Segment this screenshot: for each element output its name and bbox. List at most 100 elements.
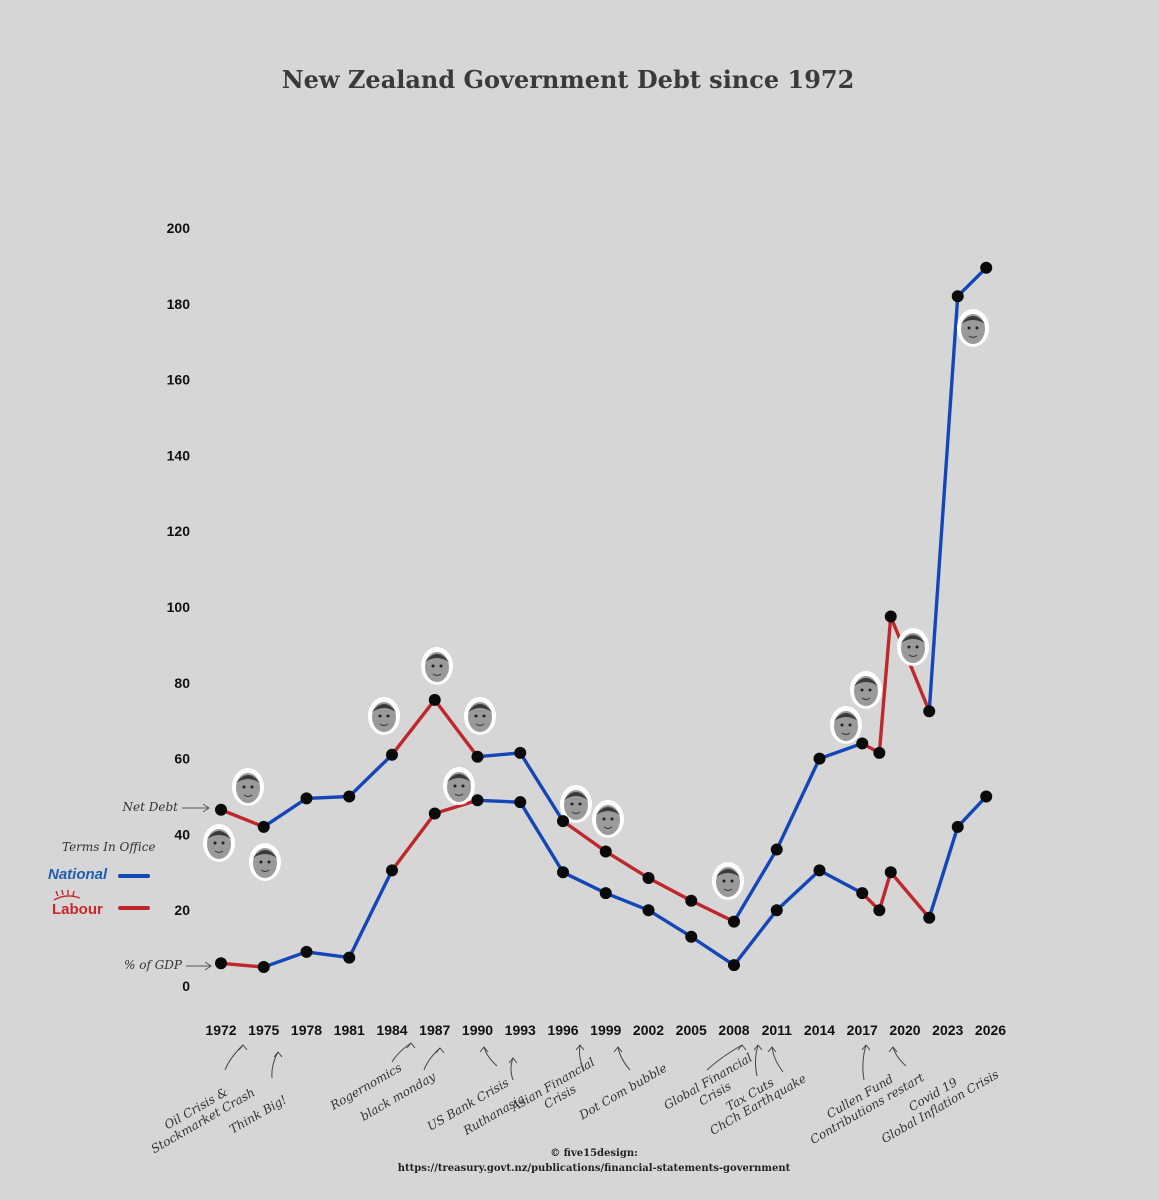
y-tick-label: 140 (167, 447, 191, 463)
series-gdp-point (642, 904, 655, 917)
y-axis: 0 20 40 60 80 100 120 140 160 180 200 (167, 220, 191, 994)
portrait-face (372, 702, 396, 732)
series-net-debt-segment (304, 794, 351, 801)
gdp-label: % of GDP (124, 958, 183, 972)
pm-portrait (850, 671, 882, 709)
series-net-debt-point (951, 290, 964, 303)
series-gdp-segment (817, 868, 864, 895)
portrait-hair (854, 678, 878, 686)
portrait-eye (868, 688, 872, 692)
series-net-debt-segment (775, 756, 822, 852)
legend-title: Terms In Office (62, 840, 156, 854)
portrait-eye (840, 723, 844, 727)
annotation-arrowhead (753, 1044, 763, 1051)
portrait-hair (961, 316, 985, 324)
series-lines (219, 266, 988, 969)
series-net-debt-segment (689, 899, 736, 924)
x-tick-label: 2017 (847, 1022, 878, 1038)
portrait-eye (578, 802, 582, 806)
annotation-arrow (391, 1042, 412, 1063)
pm-portrait (232, 768, 264, 806)
annotation-arrow (617, 1046, 631, 1071)
series-net-debt-point (557, 815, 569, 828)
series-net-debt-point (813, 752, 826, 765)
series-gdp-point (215, 957, 227, 970)
portrait-face (596, 805, 620, 835)
portrait-mouth (454, 793, 464, 796)
x-tick-label: 1978 (291, 1022, 322, 1038)
portrait-mouth (968, 335, 978, 338)
legend: Terms In Office National Labour (48, 840, 156, 918)
series-gdp-point (813, 864, 826, 877)
portrait-hair (372, 704, 396, 712)
pm-portrait (957, 309, 989, 347)
series-net-debt-segment (518, 751, 565, 823)
annotation-arrowhead (273, 1051, 283, 1058)
portrait-eye (602, 817, 606, 821)
series-points (215, 261, 993, 974)
series-net-debt-segment (817, 741, 864, 761)
portrait-face (901, 633, 925, 663)
series-net-debt-point (884, 610, 897, 623)
x-tick-label: 1993 (505, 1022, 536, 1038)
series-net-debt-segment (219, 808, 266, 829)
portrait-eye (967, 326, 971, 330)
portrait-mouth (260, 869, 270, 872)
portrait-hair (716, 869, 740, 877)
portrait-mouth (841, 732, 851, 735)
x-tick-label: 1990 (462, 1022, 493, 1038)
portrait-face (253, 848, 277, 878)
portrait-eye (848, 723, 852, 727)
portrait-face (468, 702, 492, 732)
x-tick-label: 2002 (633, 1022, 664, 1038)
portrait-mouth (243, 794, 253, 797)
portrait-eye (907, 645, 911, 649)
series-gdp-segment (390, 811, 437, 873)
series-net-debt-segment (927, 294, 960, 713)
series-net-debt-segment (561, 819, 608, 854)
series-gdp-segment (219, 961, 266, 969)
x-tick-label: 2026 (975, 1022, 1006, 1038)
annotation-arrow (755, 1044, 759, 1077)
x-tick-label: 1972 (205, 1022, 236, 1038)
series-gdp-segment (604, 891, 651, 912)
portrait-hair (596, 807, 620, 815)
series-gdp-segment (561, 870, 608, 895)
portrait-eye (453, 784, 457, 788)
series-gdp-segment (877, 870, 893, 912)
annotation-arrow (271, 1051, 279, 1079)
annotation-arrowhead (435, 1047, 445, 1054)
annotation-arrowhead (508, 1057, 518, 1064)
pm-portrait (560, 785, 592, 823)
pm-portrait (368, 697, 400, 735)
y-tick-label: 40 (174, 826, 190, 842)
portrait-eye (378, 714, 382, 718)
portrait-eye (730, 879, 734, 883)
annotation-arrowhead (479, 1046, 489, 1053)
series-net-debt-point (770, 843, 783, 856)
portrait-mouth (603, 826, 613, 829)
series-net-debt-segment (604, 849, 651, 880)
annotation-arrowhead (767, 1046, 777, 1053)
portrait-hair (468, 704, 492, 712)
series-net-debt-point (599, 845, 612, 858)
series-gdp-segment (347, 868, 394, 960)
annotation-arrow (771, 1046, 784, 1073)
credit-author: © five15design: (550, 1148, 638, 1159)
net-debt-label: Net Debt (122, 800, 179, 814)
annotation-arrow (892, 1046, 907, 1067)
series-gdp-point (257, 961, 270, 974)
series-gdp-point (300, 945, 313, 958)
portrait-face (834, 711, 858, 741)
portrait-eye (431, 664, 435, 668)
portrait-hair (236, 775, 260, 783)
series-gdp-point (514, 796, 527, 809)
series-net-debt-segment (390, 698, 437, 757)
portrait-eye (250, 785, 254, 789)
annotation-arrow (483, 1046, 498, 1067)
y-tick-label: 0 (182, 978, 190, 994)
x-tick-label: 1996 (547, 1022, 578, 1038)
x-tick-label: 1999 (590, 1022, 621, 1038)
series-gdp-segment (518, 800, 565, 874)
fern-icon (53, 889, 81, 901)
